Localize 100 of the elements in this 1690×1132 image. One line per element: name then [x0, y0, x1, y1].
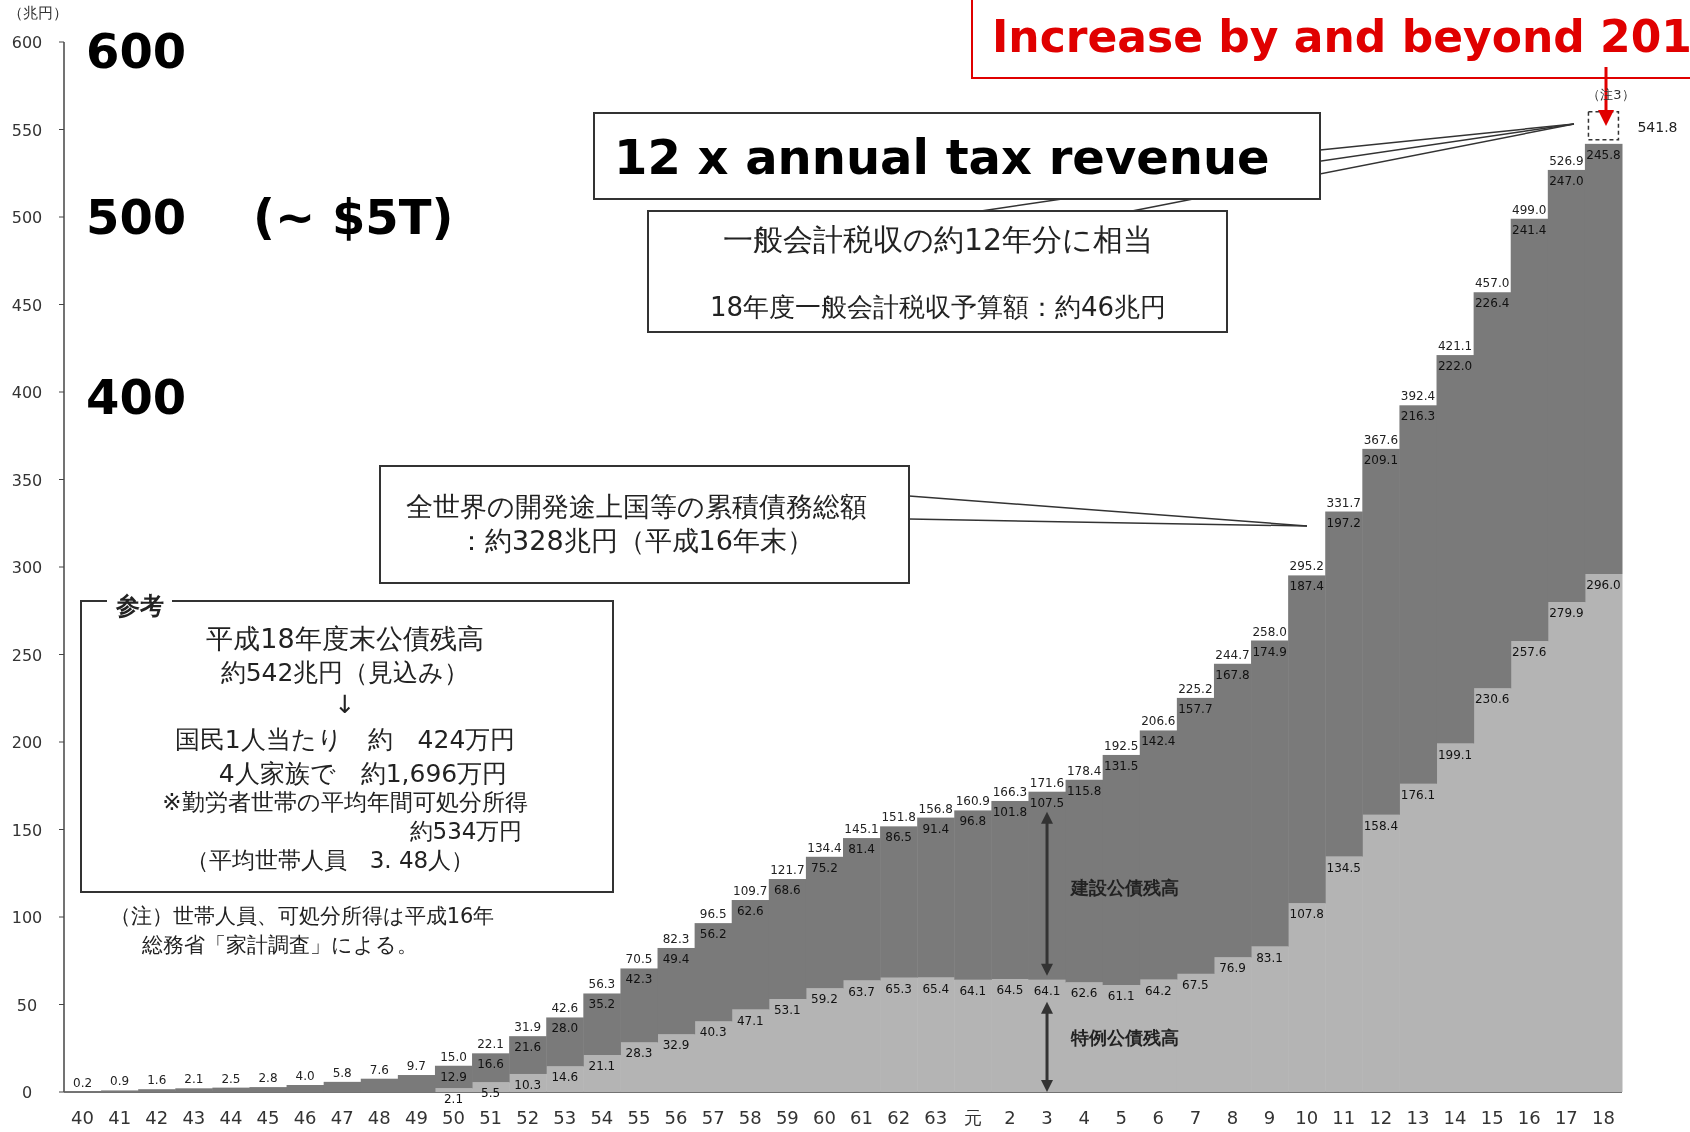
data-label: 47.1 [736, 1013, 764, 1028]
annotation: 全世界の開発途上国等の累積債務総額 [405, 491, 867, 522]
data-label: 35.2 [588, 997, 616, 1012]
total-label: 0.9 [110, 1074, 130, 1089]
total-label: 5.8 [332, 1065, 352, 1080]
total-label: 258.0 [1252, 624, 1287, 639]
y-tick-label: 600 [11, 33, 43, 52]
data-label: 42.3 [625, 972, 653, 987]
data-label: 96.8 [959, 814, 987, 829]
data-label: 209.1 [1363, 452, 1399, 467]
data-label: 65.3 [885, 981, 912, 996]
total-label: 42.6 [551, 1001, 579, 1016]
annotation: 500 (~ $5T) [86, 189, 454, 245]
data-label: 187.4 [1289, 579, 1324, 594]
annotation: 12 x annual tax revenue [614, 129, 1270, 185]
data-label: 64.1 [1033, 983, 1061, 998]
x-tick-label: 63 [924, 1107, 948, 1128]
total-label: 121.7 [770, 863, 805, 878]
total-label: 2.8 [258, 1071, 278, 1086]
data-label: 257.6 [1512, 645, 1547, 660]
total-label: 244.7 [1215, 647, 1250, 662]
data-label: 12.9 [440, 1069, 467, 1084]
data-label: 230.6 [1474, 692, 1510, 707]
annotation: ：約328兆円（平成16年末） [458, 525, 814, 556]
total-label: 206.6 [1141, 714, 1176, 729]
data-label: 176.1 [1400, 787, 1436, 802]
x-tick-label: 57 [701, 1107, 725, 1128]
x-tick-label: 41 [108, 1107, 132, 1128]
data-label: 279.9 [1549, 606, 1584, 621]
x-tick-label: 46 [293, 1107, 317, 1128]
data-label: 64.2 [1144, 983, 1172, 998]
annotation: 総務省「家計調査」による。 [141, 933, 418, 957]
x-tick-label: 48 [367, 1107, 391, 1128]
annotation: 600 [86, 23, 187, 79]
data-label: 2.1 [443, 1092, 464, 1107]
x-tick-label: 53 [553, 1107, 577, 1128]
y-tick-label: 550 [11, 120, 43, 140]
data-label: 21.1 [588, 1059, 616, 1074]
total-label: 2.5 [221, 1071, 241, 1086]
total-label: 295.2 [1289, 559, 1324, 574]
data-label: 101.8 [992, 804, 1028, 819]
y-tick-label: 250 [11, 645, 43, 665]
data-label: 28.3 [625, 1046, 653, 1061]
total-label: 0.2 [73, 1075, 93, 1090]
data-label: 63.7 [848, 984, 875, 999]
x-tick-label: 42 [145, 1107, 169, 1128]
x-tick-label: 12 [1369, 1107, 1393, 1128]
annotation: 4人家族で 約1,696万円 [218, 759, 508, 788]
data-label: 62.6 [736, 904, 764, 919]
y-tick-label: 0 [21, 1083, 33, 1102]
annotation: 平成18年度末公債残高 [206, 623, 484, 654]
x-tick-label: 47 [330, 1107, 354, 1128]
total-label: 367.6 [1363, 432, 1399, 447]
total-label: 192.5 [1104, 738, 1139, 753]
data-label: 167.8 [1215, 667, 1250, 682]
annotation: （注）世帯人員、可処分所得は平成16年 [109, 904, 495, 928]
y-tick-label: 400 [11, 383, 43, 402]
data-label: 245.8 [1586, 147, 1621, 162]
data-label: 158.4 [1363, 818, 1399, 833]
total-label: 7.6 [369, 1062, 389, 1077]
total-label: 499.0 [1512, 202, 1547, 217]
annotation: 18年度一般会計税収予算額：約46兆円 [709, 292, 1167, 322]
data-label: 64.5 [996, 983, 1024, 998]
x-tick-label: 54 [590, 1107, 614, 1128]
data-label: 64.1 [959, 983, 987, 998]
data-label: 62.6 [1070, 986, 1098, 1001]
y-tick-label: 150 [11, 820, 43, 840]
x-tick-label: 56 [664, 1107, 688, 1128]
x-tick-label: 6 [1152, 1107, 1165, 1128]
x-tick-label: 9 [1263, 1107, 1276, 1128]
x-tick-label: 55 [627, 1107, 651, 1128]
total-label: 178.4 [1066, 763, 1102, 778]
x-tick-label: 18 [1592, 1107, 1615, 1128]
x-tick-label: 8 [1226, 1107, 1239, 1128]
total-label: 171.6 [1029, 775, 1065, 790]
data-label: 56.2 [699, 927, 727, 942]
x-tick-label: 14 [1443, 1107, 1467, 1128]
data-label: 134.5 [1326, 860, 1361, 875]
x-tick-label: 11 [1332, 1107, 1356, 1128]
total-label: 526.9 [1549, 153, 1584, 168]
y-tick-label: 350 [11, 470, 43, 490]
x-tick-label: 元 [963, 1107, 982, 1128]
x-tick-label: 15 [1480, 1107, 1504, 1128]
x-tick-label: 61 [850, 1107, 873, 1128]
data-label: 10.3 [514, 1077, 542, 1092]
annotation: ↓ [334, 690, 356, 719]
data-label: 59.2 [811, 992, 838, 1007]
data-label: 131.5 [1104, 758, 1139, 773]
x-tick-label: 52 [516, 1107, 540, 1128]
x-tick-label: 50 [442, 1107, 465, 1128]
annotation: 国民1人当たり 約 424万円 [174, 725, 516, 754]
total-label: 96.5 [699, 907, 727, 922]
total-label: 31.9 [514, 1020, 542, 1035]
data-label: 76.9 [1219, 961, 1246, 976]
total-label: 160.9 [955, 794, 991, 809]
total-label: 1.6 [147, 1073, 167, 1088]
y-tick-label: 100 [11, 908, 43, 927]
total-label: 15.0 [440, 1049, 467, 1064]
annotation: 約542兆円（見込み） [220, 658, 470, 687]
total-label: 2.1 [184, 1072, 204, 1087]
